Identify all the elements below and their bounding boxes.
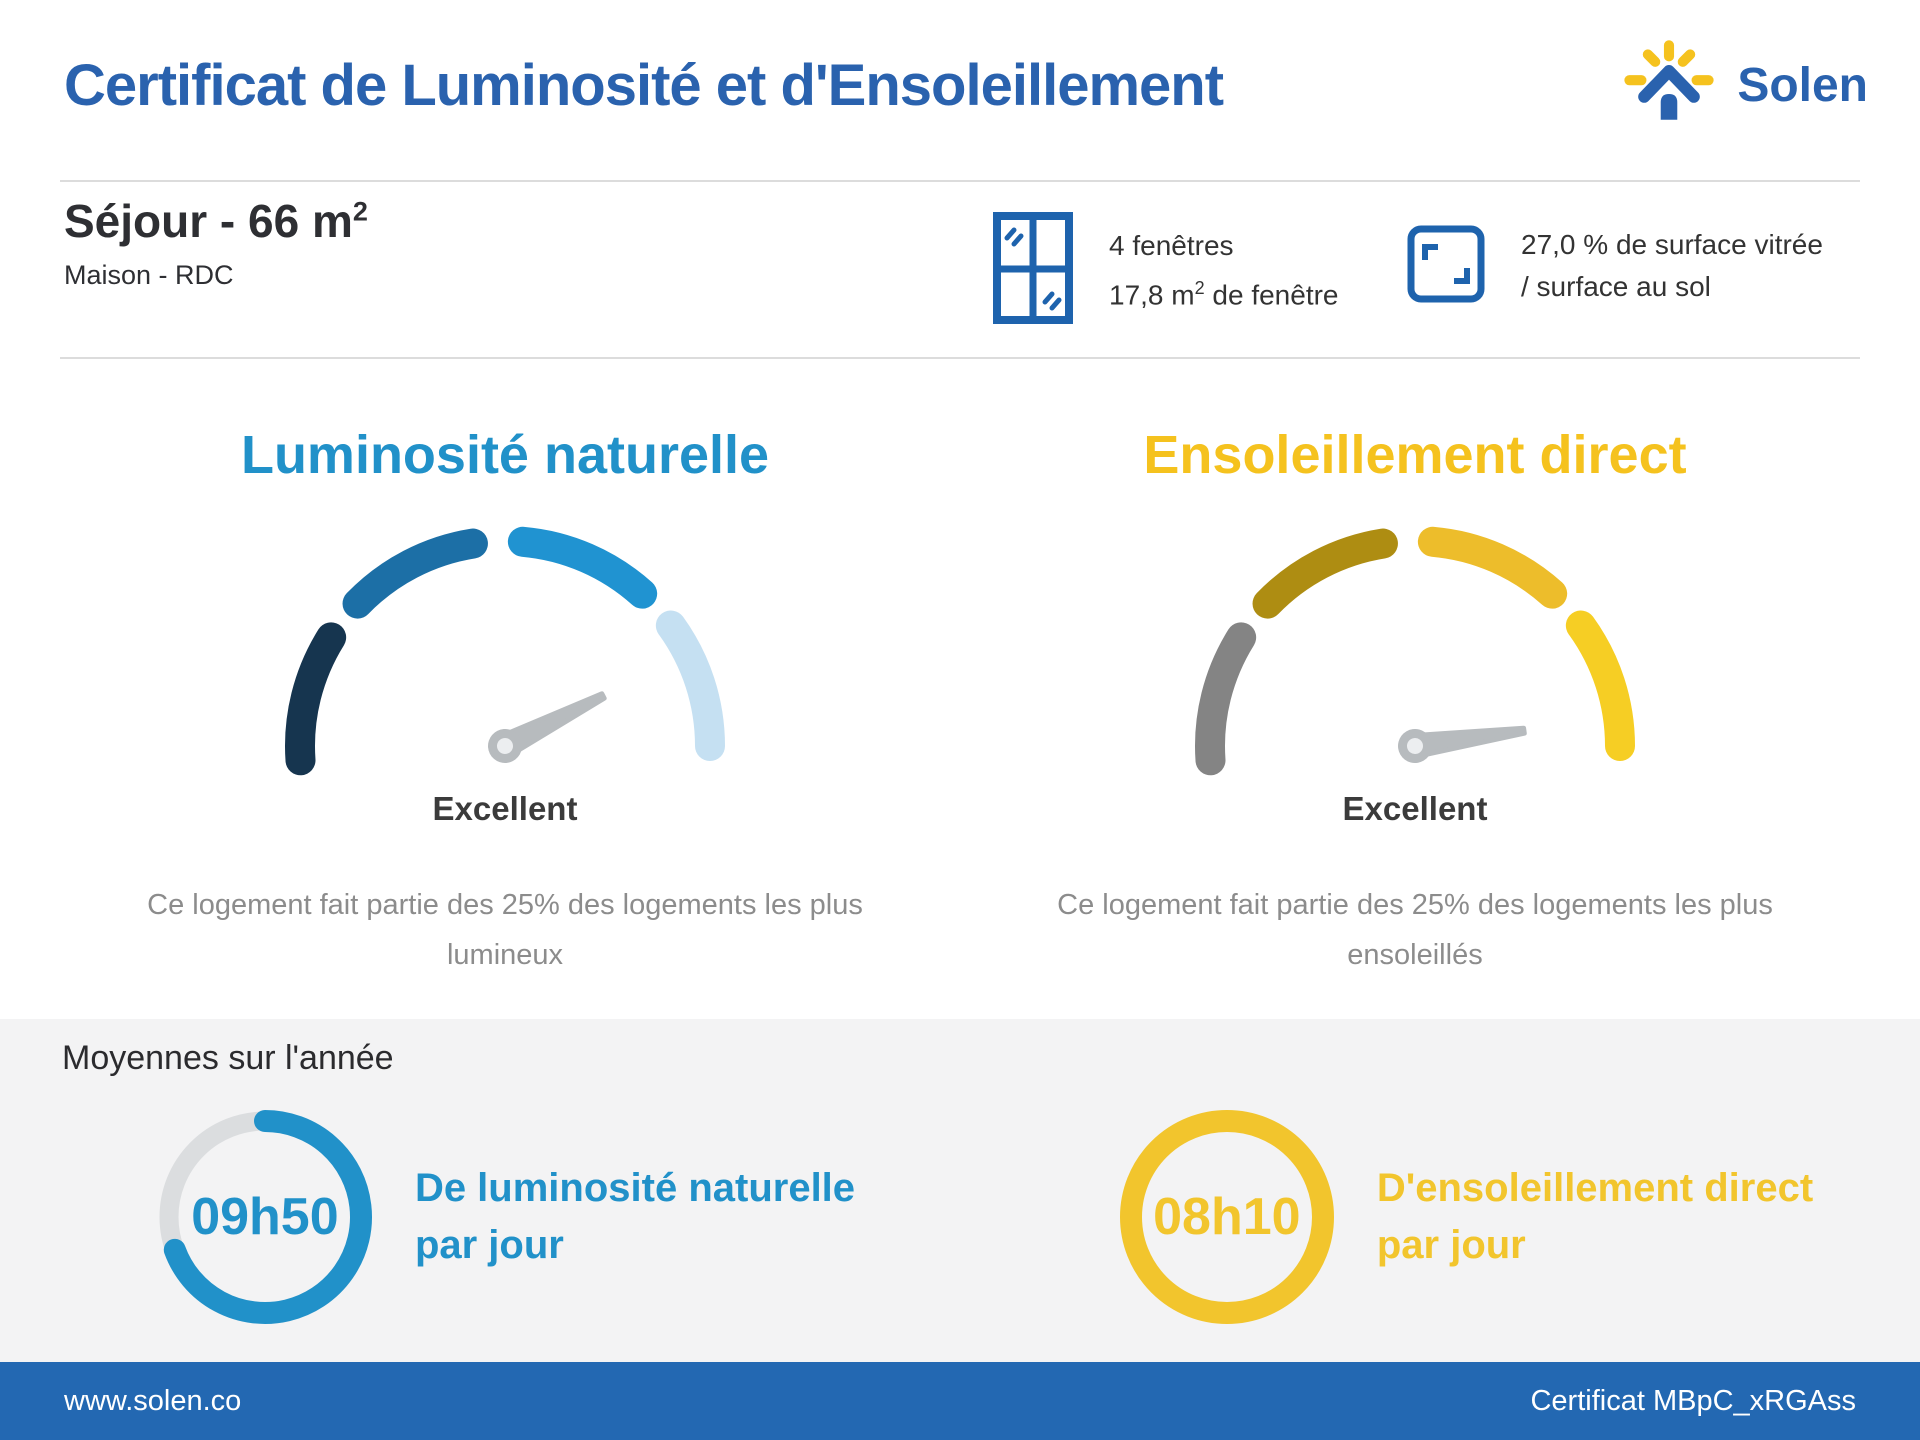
desc-sunlight: Ce logement fait partie des 25% des loge… [1025, 880, 1805, 980]
gauge-luminosity [270, 514, 740, 784]
averages-row: 09h50 De luminosité naturelle par jour 0… [0, 1097, 1920, 1337]
caption-sunlight-line1: D'ensoleillement direct [1376, 1166, 1814, 1210]
glazing-info: 27,0 % de surface vitrée / surface au so… [1407, 224, 1823, 308]
averages-band: Moyennes sur l'année 09h50 De luminosité… [0, 1019, 1920, 1362]
gauge-sunlight [1180, 514, 1650, 784]
windows-text: 4 fenêtres 17,8 m2 de fenêtre [1109, 225, 1339, 316]
windows-area-sup: 2 [1194, 277, 1205, 298]
room-subtitle: Maison - RDC [64, 260, 234, 290]
caption-luminosity: De luminosité naturelle par jour [415, 1160, 855, 1274]
desc-luminosity: Ce logement fait partie des 25% des loge… [115, 880, 895, 980]
header: Certificat de Luminosité et d'Ensoleille… [64, 26, 1868, 144]
windows-area-post: de fenêtre [1204, 279, 1339, 311]
gauge-title-sunlight: Ensoleillement direct [1143, 425, 1687, 485]
windows-area: 17,8 m2 de fenêtre [1109, 267, 1339, 316]
divider-top [60, 180, 1860, 182]
caption-luminosity-line2: par jour [414, 1223, 564, 1267]
ring-value-luminosity: 09h50 [191, 1188, 339, 1246]
ring-sunlight: 08h10 [1107, 1097, 1347, 1337]
window-icon [993, 212, 1073, 329]
brand-logo: Solen [1623, 33, 1868, 138]
average-luminosity: 09h50 De luminosité naturelle par jour [0, 1097, 960, 1337]
caption-sunlight: D'ensoleillement direct par jour [1377, 1160, 1813, 1274]
glazing-ratio: 27,0 % de surface vitrée [1521, 229, 1823, 260]
room-name: Séjour - 66 m [64, 195, 353, 247]
room-area-sup: 2 [352, 196, 368, 227]
solen-house-sun-icon [1623, 33, 1715, 138]
rating-sunlight: Excellent [1342, 790, 1488, 827]
windows-area-pre: 17,8 m [1109, 279, 1195, 311]
glazing-ratio-2: / surface au sol [1521, 271, 1711, 302]
average-sunlight: 08h10 D'ensoleillement direct par jour [960, 1097, 1920, 1337]
desc-luminosity-line1: Ce logement fait partie des 25% des loge… [147, 889, 863, 921]
rating-luminosity: Excellent [432, 790, 578, 827]
desc-sunlight-line1: Ce logement fait partie des 25% des loge… [1057, 889, 1773, 921]
footer-bar: www.solen.co Certificat MBpC_xRGAss [0, 1362, 1920, 1440]
room-info: Séjour - 66 m2 Maison - RDC [64, 194, 368, 291]
divider-middle [60, 357, 1860, 359]
caption-sunlight-line2: par jour [1376, 1223, 1526, 1267]
ring-value-sunlight: 08h10 [1153, 1188, 1301, 1246]
footer-url: www.solen.co [64, 1384, 242, 1417]
averages-heading: Moyennes sur l'année [62, 1039, 394, 1077]
desc-sunlight-line2: ensoleillés [1347, 939, 1483, 971]
windows-count: 4 fenêtres [1109, 229, 1234, 261]
desc-luminosity-line2: lumineux [446, 939, 564, 971]
glazing-text: 27,0 % de surface vitrée / surface au so… [1521, 224, 1823, 308]
footer-certificate-id: Certificat MBpC_xRGAss [1530, 1384, 1856, 1417]
room-title: Séjour - 66 m2 [64, 194, 368, 248]
page-title: Certificat de Luminosité et d'Ensoleille… [64, 52, 1224, 118]
windows-info: 4 fenêtres 17,8 m2 de fenêtre [993, 212, 1339, 329]
gauge-title-luminosity: Luminosité naturelle [240, 425, 770, 485]
surface-icon [1407, 225, 1485, 308]
caption-luminosity-line1: De luminosité naturelle [414, 1166, 856, 1210]
brand-name: Solen [1737, 58, 1868, 112]
ring-luminosity: 09h50 [145, 1097, 385, 1337]
